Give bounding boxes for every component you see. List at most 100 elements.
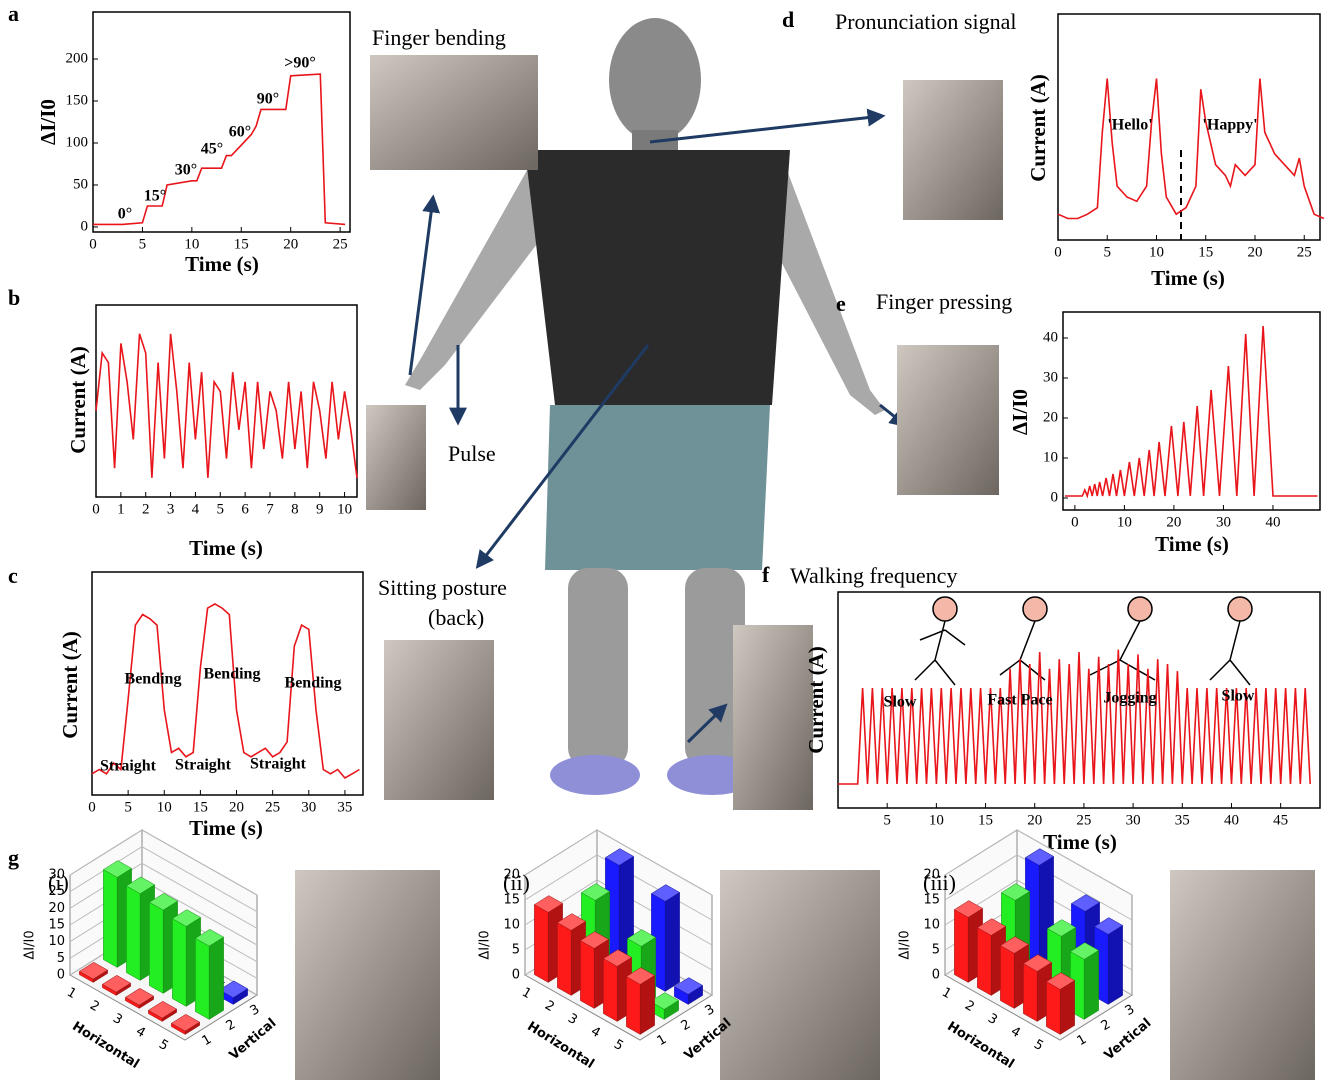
x-tick-label: 25 <box>1076 812 1091 828</box>
x-tick-label: 5 <box>217 501 225 517</box>
annotation: 45° <box>201 141 223 158</box>
x-tick-label: 1 <box>117 501 125 517</box>
x-tick-label: 15 <box>193 799 208 815</box>
bar-face <box>1046 982 1060 1035</box>
z-axis-label: ΔI/I0 <box>898 930 913 959</box>
bar <box>1046 973 1074 1035</box>
panel-label: b <box>8 285 20 310</box>
x-tick-label: 4 <box>133 1024 148 1041</box>
x-tick-label: 25 <box>1297 244 1312 260</box>
signal-line <box>1058 79 1324 219</box>
y-tick-label: 2 <box>679 1017 694 1034</box>
bar-face <box>1108 925 1122 1004</box>
panel-sublabel: (iii) <box>923 870 956 895</box>
x-tick-label: 20 <box>229 799 244 815</box>
y-tick-label: 2 <box>224 1017 239 1034</box>
annotation: 90° <box>257 91 279 108</box>
y-tick-label: 1 <box>655 1032 670 1049</box>
y-tick-label: 3 <box>1123 1002 1138 1019</box>
x-tick-label: 2 <box>87 998 102 1015</box>
x-tick-label: 40 <box>1224 812 1239 828</box>
x-tick-label: 2 <box>542 998 557 1015</box>
x-tick-label: 15 <box>1198 244 1213 260</box>
x-tick-label: 10 <box>337 501 352 517</box>
x-tick-label: 0 <box>1071 514 1079 530</box>
chart-title: Walking frequency <box>790 563 957 588</box>
x-tick-label: 0 <box>92 501 100 517</box>
bar-face <box>126 886 140 981</box>
bar-face <box>580 941 594 1009</box>
bar-face <box>195 938 209 1019</box>
x-tick-label: 5 <box>139 236 147 252</box>
x-tick-label: 10 <box>1149 244 1164 260</box>
annotation: Fast Pace <box>987 692 1052 709</box>
y-axis-label: Current (A) <box>58 631 82 739</box>
bar-face <box>172 919 186 1007</box>
x-tick-label: 25 <box>333 236 348 252</box>
y-axis-label: Vertical <box>227 1016 280 1064</box>
x-tick-label: 1 <box>64 985 79 1002</box>
x-axis-label: Time (s) <box>185 252 259 276</box>
panel-sublabel: (i) <box>48 870 69 895</box>
z-axis-label: ΔI/I0 <box>478 930 493 959</box>
x-tick-label: 0 <box>88 799 96 815</box>
x-tick-label: 45 <box>1273 812 1288 828</box>
bar-face <box>954 910 968 983</box>
y-axis-label: Current (A) <box>804 646 828 754</box>
z-tick-label: 0 <box>57 968 65 983</box>
x-tick-label: 8 <box>291 501 299 517</box>
y-tick-label: 2 <box>1099 1017 1114 1034</box>
x-tick-label: 4 <box>588 1024 603 1041</box>
x-tick-label: 10 <box>929 812 944 828</box>
caption: Sitting posture <box>378 575 507 600</box>
y-tick-label: 150 <box>66 92 89 108</box>
z-axis-label: ΔI/I0 <box>23 930 38 959</box>
bar-face <box>1023 964 1037 1022</box>
annotation: 0° <box>118 206 132 223</box>
x-tick-label: 3 <box>110 1011 125 1028</box>
x-axis-label: Time (s) <box>1151 266 1225 290</box>
y-tick-label: 100 <box>66 134 89 150</box>
x-tick-label: 10 <box>1117 514 1132 530</box>
y-axis-label: ΔI/I0 <box>36 99 60 145</box>
y-axis-label: Vertical <box>1102 1016 1155 1064</box>
z-tick-label: 5 <box>57 951 65 966</box>
y-tick-label: 3 <box>703 1002 718 1019</box>
z-tick-label: 10 <box>923 918 940 933</box>
x-tick-label: 6 <box>241 501 249 517</box>
x-axis-label: Time (s) <box>189 816 263 840</box>
annotation: 'Hello' <box>1107 117 1152 134</box>
x-tick-label: 2 <box>142 501 150 517</box>
bar-face <box>626 977 640 1035</box>
x-tick-label: 5 <box>156 1037 171 1054</box>
y-axis-label: Current (A) <box>1026 74 1050 182</box>
panel-label: f <box>762 562 770 587</box>
panel-label: e <box>836 291 846 316</box>
y-tick-label: 3 <box>248 1002 263 1019</box>
z-tick-label: 5 <box>512 943 520 958</box>
x-axis-label: Time (s) <box>1043 830 1117 854</box>
x-tick-label: 30 <box>301 799 316 815</box>
bar <box>626 968 654 1035</box>
bar-face <box>1060 980 1074 1034</box>
x-tick-label: 35 <box>337 799 352 815</box>
x-tick-label: 20 <box>1247 244 1262 260</box>
annotation: Straight <box>100 758 157 775</box>
y-tick-label: 20 <box>1043 409 1058 425</box>
caption: Pulse <box>448 441 496 466</box>
x-tick-label: 3 <box>985 1011 1000 1028</box>
y-axis-label: ΔI/I0 <box>1008 389 1032 435</box>
z-tick-label: 10 <box>503 918 520 933</box>
bar-face <box>665 892 679 991</box>
figure: a b c d e f g Finger bending Pulse Sitti… <box>0 0 1325 1083</box>
annotation: >90° <box>284 55 316 72</box>
annotation: Bending <box>204 666 261 683</box>
panel-sublabel: (ii) <box>503 870 530 895</box>
x-tick-label: 15 <box>234 236 249 252</box>
bar-face <box>534 905 548 983</box>
z-tick-label: 5 <box>932 943 940 958</box>
x-tick-label: 1 <box>519 985 534 1002</box>
x-tick-label: 5 <box>611 1037 626 1054</box>
x-axis-label: Time (s) <box>189 536 263 560</box>
y-tick-label: 50 <box>73 176 88 192</box>
